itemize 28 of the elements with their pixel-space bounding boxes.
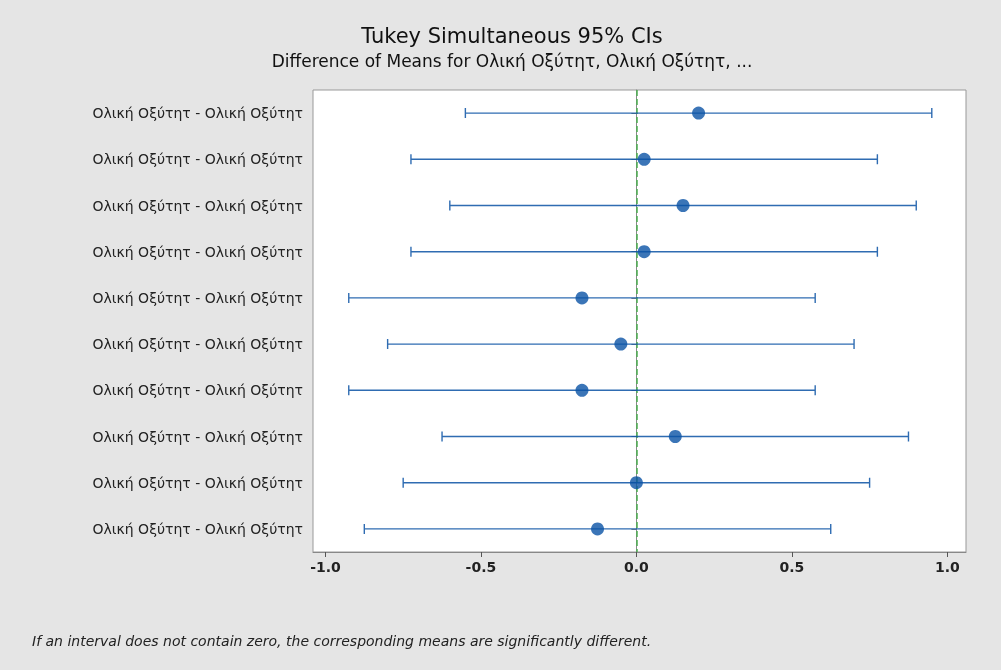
point bbox=[668, 430, 682, 443]
y-tick-label: Ολική Οξύτητ - Ολική Οξύτητ bbox=[92, 197, 303, 214]
point bbox=[692, 106, 706, 120]
y-tick-label: Ολική Οξύτητ - Ολική Οξύτητ bbox=[92, 336, 303, 353]
point bbox=[575, 291, 589, 305]
x-tick-label: 0.0 bbox=[623, 559, 650, 575]
point bbox=[591, 522, 605, 536]
y-tick-label: Ολική Οξύτητ - Ολική Οξύτητ bbox=[92, 151, 303, 168]
y-tick-label: Ολική Οξύτητ - Ολική Οξύτητ bbox=[92, 105, 303, 122]
x-tick-label: -0.5 bbox=[465, 559, 497, 575]
x-tick-label: 1.0 bbox=[934, 559, 960, 575]
y-tick-label: Ολική Οξύτητ - Ολική Οξύτητ bbox=[92, 243, 303, 260]
chart-subtitle: Difference of Means for Ολική Οξύτητ, Ολική Οξύτητ, ... bbox=[271, 50, 753, 71]
point bbox=[637, 245, 651, 259]
y-tick-label: Ολική Οξύτητ - Ολική Οξύτητ bbox=[92, 382, 303, 399]
y-tick-label: Ολική Οξύτητ - Ολική Οξύτητ bbox=[92, 474, 303, 491]
point bbox=[676, 199, 690, 212]
point bbox=[575, 383, 589, 397]
y-tick-label: Ολική Οξύτητ - Ολική Οξύτητ bbox=[92, 520, 303, 537]
x-tick-label: 0.5 bbox=[779, 559, 805, 575]
y-tick-label: Ολική Οξύτητ - Ολική Οξύτητ bbox=[92, 289, 303, 306]
point bbox=[637, 152, 651, 166]
point bbox=[629, 476, 643, 490]
y-tick-label: Ολική Οξύτητ - Ολική Οξύτητ bbox=[92, 428, 303, 445]
x-tick-label: -1.0 bbox=[310, 559, 341, 575]
point bbox=[614, 337, 628, 351]
chart-title: Tukey Simultaneous 95% CIs bbox=[360, 23, 663, 48]
text: If an interval does not contain zero, the corresponding means are significantly different. bbox=[32, 633, 652, 649]
